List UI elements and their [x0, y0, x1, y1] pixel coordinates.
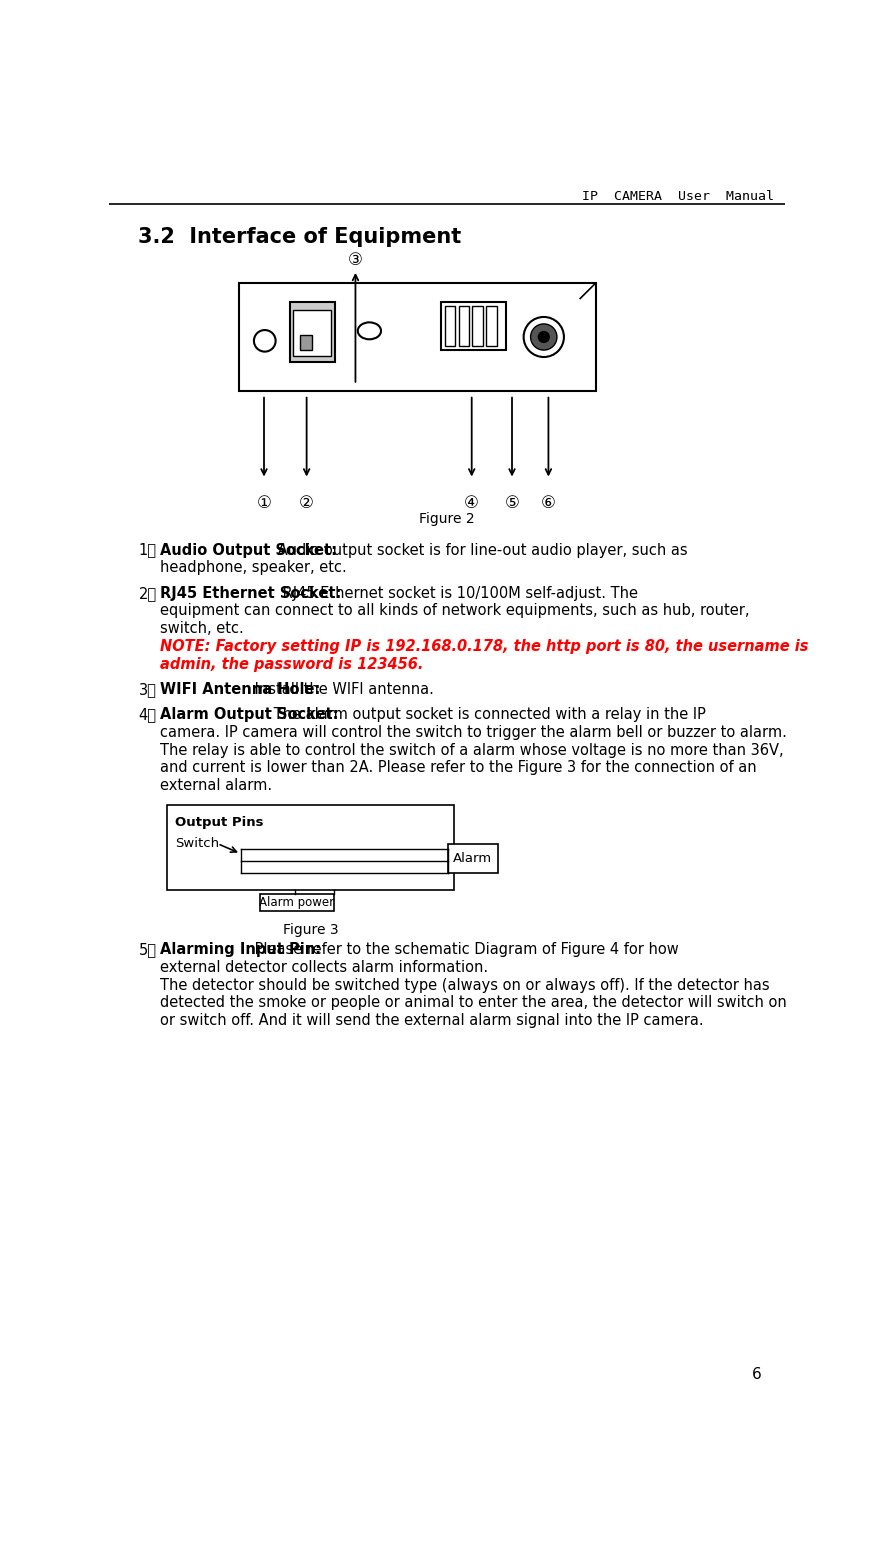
Bar	[167, 805, 453, 891]
Bar	[300, 335, 312, 350]
Text: 2）: 2）	[139, 585, 157, 601]
Bar	[473, 307, 483, 346]
Text: switch, etc.: switch, etc.	[160, 621, 244, 637]
Text: ③: ③	[348, 251, 363, 269]
Bar	[487, 307, 497, 346]
Text: The alarm output socket is connected with a relay in the IP: The alarm output socket is connected wit…	[269, 707, 706, 722]
Text: Audio Output Socket:: Audio Output Socket:	[160, 542, 337, 557]
Text: external detector collects alarm information.: external detector collects alarm informa…	[160, 961, 488, 975]
Text: camera. IP camera will control the switch to trigger the alarm bell or buzzer to: camera. IP camera will control the switc…	[160, 726, 787, 740]
Ellipse shape	[358, 322, 381, 339]
Text: Switch: Switch	[175, 838, 219, 850]
Text: 5）: 5）	[139, 942, 156, 958]
Bar	[447, 844, 498, 873]
Text: 6: 6	[752, 1367, 762, 1383]
Text: equipment can connect to all kinds of network equipments, such as hub, router,: equipment can connect to all kinds of ne…	[160, 604, 750, 618]
Circle shape	[523, 318, 564, 357]
Text: 3）: 3）	[139, 682, 156, 698]
Text: IP  CAMERA  User  Manual: IP CAMERA User Manual	[582, 190, 774, 204]
Text: The detector should be switched type (always on or always off). If the detector : The detector should be switched type (al…	[160, 978, 770, 993]
Circle shape	[254, 330, 276, 352]
Text: Audio output socket is for line-out audio player, such as: Audio output socket is for line-out audi…	[273, 542, 688, 557]
Text: Figure 3: Figure 3	[283, 923, 338, 937]
Text: ②: ②	[299, 494, 314, 512]
Bar	[239, 283, 596, 391]
Bar	[445, 307, 455, 346]
Text: headphone, speaker, etc.: headphone, speaker, etc.	[160, 561, 347, 575]
Text: Alarm power: Alarm power	[259, 897, 335, 909]
Text: or switch off. And it will send the external alarm signal into the IP camera.: or switch off. And it will send the exte…	[160, 1014, 704, 1028]
Text: WIFI Antenna Hole:: WIFI Antenna Hole:	[160, 682, 321, 698]
Bar	[290, 302, 335, 363]
Text: detected the smoke or people or animal to enter the area, the detector will swit: detected the smoke or people or animal t…	[160, 995, 787, 1010]
Circle shape	[530, 324, 557, 350]
Text: ④: ④	[464, 494, 479, 512]
Text: 3.2  Interface of Equipment: 3.2 Interface of Equipment	[139, 227, 461, 248]
Text: NOTE: Factory setting IP is 192.168.0.178, the http port is 80, the username is: NOTE: Factory setting IP is 192.168.0.17…	[160, 638, 808, 654]
Text: RJ45 Ethernet Socket:: RJ45 Ethernet Socket:	[160, 585, 342, 601]
Text: Please refer to the schematic Diagram of Figure 4 for how: Please refer to the schematic Diagram of…	[250, 942, 678, 958]
Bar	[260, 894, 334, 911]
Text: Alarm: Alarm	[453, 852, 493, 864]
Text: admin, the password is 123456.: admin, the password is 123456.	[160, 657, 424, 671]
Text: 4）: 4）	[139, 707, 156, 722]
Text: external alarm.: external alarm.	[160, 778, 272, 793]
Text: Output Pins: Output Pins	[175, 816, 263, 828]
Text: ①: ①	[256, 494, 271, 512]
Text: 1）: 1）	[139, 542, 156, 557]
Bar	[440, 302, 506, 350]
Text: Figure 2: Figure 2	[419, 512, 474, 526]
Bar	[459, 307, 469, 346]
Circle shape	[538, 332, 549, 343]
Text: Install the WIFI antenna.: Install the WIFI antenna.	[250, 682, 434, 698]
Text: ⑤: ⑤	[505, 494, 520, 512]
Text: The relay is able to control the switch of a alarm whose voltage is no more than: The relay is able to control the switch …	[160, 743, 784, 758]
Text: ⑥: ⑥	[541, 494, 555, 512]
Text: Alarm Output Socket:: Alarm Output Socket:	[160, 707, 338, 722]
Text: RJ45 Ethernet socket is 10/100M self-adjust. The: RJ45 Ethernet socket is 10/100M self-adj…	[278, 585, 638, 601]
Bar	[294, 310, 330, 357]
Text: Alarming Input Pin:: Alarming Input Pin:	[160, 942, 321, 958]
Text: and current is lower than 2A. Please refer to the Figure 3 for the connection of: and current is lower than 2A. Please ref…	[160, 760, 757, 775]
